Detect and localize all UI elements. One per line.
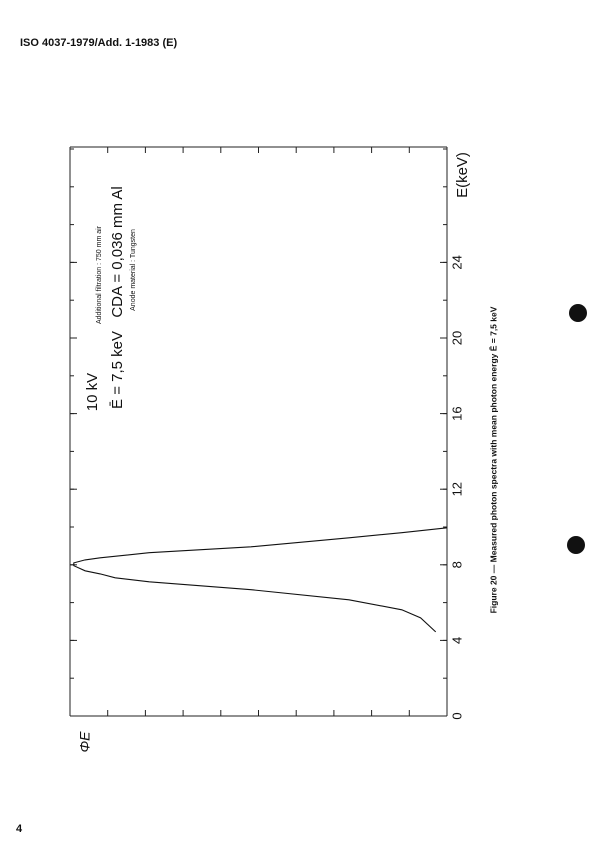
y-axis-label: ΦE [77,731,93,753]
x-tick-label: 0 [449,712,464,719]
x-tick-label: 16 [449,406,464,420]
annotation: Additional filtration : 750 mm air [96,225,103,324]
x-tick-label: 24 [449,255,464,269]
x-tick-label: 12 [449,482,464,496]
spectrum-line [73,527,448,633]
page-number: 4 [16,823,23,835]
chart-frame [69,146,448,717]
annotation: CDA = 0,036 mm Al [109,186,126,317]
annotation: Ē = 7,5 keV [109,331,126,409]
punch-hole [567,536,585,554]
annotation: 10 kV [84,373,101,411]
punch-hole [569,304,587,322]
x-axis-label: E(keV) [454,152,471,198]
x-tick-label: 20 [449,331,464,345]
x-tick-label: 4 [449,637,464,644]
x-tick-label: 8 [449,561,464,568]
annotation: Anode material : Tungsten [130,229,137,311]
header: ISO 4037-1979/Add. 1-1983 (E) [20,37,177,49]
figure-caption: Figure 20 — Measured photon spectra with… [488,306,498,613]
